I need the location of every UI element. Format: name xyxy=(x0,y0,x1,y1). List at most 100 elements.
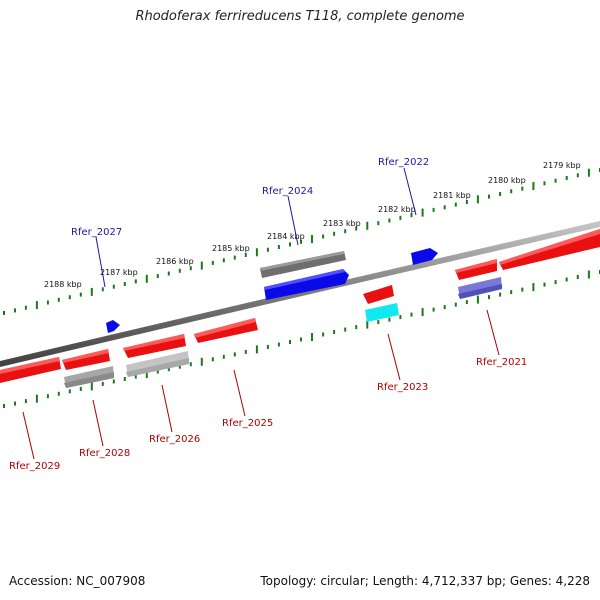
gene-rfer-2026-lightgrey[interactable] xyxy=(126,351,189,377)
inner-minor-tick xyxy=(499,292,502,297)
inner-minor-tick xyxy=(289,340,291,344)
gene-label-rfer-2029[interactable]: Rfer_2029 xyxy=(9,461,60,472)
outer-minor-tick xyxy=(101,287,104,292)
gene-label-rfer-2026[interactable]: Rfer_2026 xyxy=(149,434,200,445)
inner-minor-tick xyxy=(101,381,104,386)
inner-major-tick xyxy=(476,295,479,304)
gene-rfer-2021-forward[interactable] xyxy=(499,229,600,270)
outer-minor-tick xyxy=(377,221,380,226)
gene-label-rfer-2022[interactable]: Rfer_2022 xyxy=(378,157,429,168)
outer-major-tick xyxy=(311,235,313,244)
inner-minor-tick xyxy=(211,357,214,362)
inner-minor-tick xyxy=(399,315,402,320)
scale-label-2183: 2183 kbp xyxy=(323,219,361,228)
leader-rfer-2025 xyxy=(233,369,246,417)
outer-major-tick xyxy=(532,182,535,190)
gene-rfer-2021-lavender[interactable] xyxy=(458,277,502,299)
scale-label-2185: 2185 kbp xyxy=(212,244,250,253)
outer-minor-tick xyxy=(24,305,27,310)
outer-minor-tick xyxy=(233,255,236,260)
outer-minor-tick xyxy=(399,215,402,220)
outer-major-tick xyxy=(90,287,93,296)
gene-rfer-2023-forward[interactable] xyxy=(363,285,394,304)
inner-minor-tick xyxy=(68,389,71,394)
gene-label-rfer-2025[interactable]: Rfer_2025 xyxy=(222,418,273,429)
inner-minor-tick xyxy=(454,302,457,307)
outer-minor-tick xyxy=(3,311,5,315)
outer-minor-tick xyxy=(277,245,280,249)
inner-major-tick xyxy=(90,382,93,391)
leader-rfer-2021 xyxy=(486,309,500,356)
outer-minor-tick xyxy=(576,173,579,178)
inner-minor-tick xyxy=(322,332,325,337)
inner-major-tick xyxy=(145,370,148,379)
inner-minor-tick xyxy=(3,404,5,408)
outer-minor-tick xyxy=(554,178,557,183)
inner-minor-tick xyxy=(277,342,280,347)
inner-minor-tick xyxy=(576,275,579,279)
outer-minor-tick xyxy=(112,284,115,289)
inner-minor-tick xyxy=(388,317,391,322)
outer-minor-tick xyxy=(14,308,16,313)
leader-rfer-2022 xyxy=(403,167,417,216)
outer-minor-tick xyxy=(289,242,291,247)
scale-label-2182: 2182 kbp xyxy=(378,205,416,214)
gene-rfer-2026-forward[interactable] xyxy=(123,334,186,358)
inner-major-tick xyxy=(200,357,203,366)
gene-label-rfer-2023[interactable]: Rfer_2023 xyxy=(377,382,428,393)
outer-major-tick xyxy=(145,274,148,283)
leader-rfer-2027 xyxy=(95,236,106,288)
inner-minor-tick xyxy=(178,364,181,369)
gene-label-rfer-2027[interactable]: Rfer_2027 xyxy=(71,227,122,238)
inner-minor-tick xyxy=(344,327,347,332)
inner-minor-tick xyxy=(167,367,170,372)
gene-label-rfer-2024[interactable]: Rfer_2024 xyxy=(262,186,313,197)
outer-minor-tick xyxy=(167,271,170,276)
inner-minor-tick xyxy=(57,391,60,396)
genome-summary-text: Topology: circular; Length: 4,712,337 bp… xyxy=(260,574,590,588)
inner-major-tick xyxy=(255,345,258,354)
inner-minor-tick xyxy=(510,290,513,295)
inner-minor-tick xyxy=(355,325,358,330)
inner-minor-tick xyxy=(222,354,225,359)
scale-label-2188: 2188 kbp xyxy=(44,280,82,289)
outer-minor-tick xyxy=(510,189,513,194)
leader-rfer-2028 xyxy=(92,399,104,447)
map-title: Rhodoferax ferrireducens T118, complete … xyxy=(135,9,465,24)
gene-rfer-2025[interactable] xyxy=(194,318,258,343)
scale-label-2181: 2181 kbp xyxy=(433,191,471,200)
inner-major-tick xyxy=(311,333,313,341)
inner-minor-tick xyxy=(112,379,115,384)
inner-minor-tick xyxy=(432,307,435,312)
outer-major-tick xyxy=(421,208,424,217)
inner-minor-tick xyxy=(46,394,49,399)
outer-minor-tick xyxy=(222,258,225,263)
gene-rfer-2027[interactable] xyxy=(106,320,120,333)
outer-minor-tick xyxy=(565,176,568,180)
outer-minor-tick xyxy=(57,297,60,302)
inner-major-tick xyxy=(366,320,369,329)
genome-backbone xyxy=(0,221,600,367)
outer-major-tick xyxy=(255,248,258,257)
inner-minor-tick xyxy=(266,344,269,349)
inner-minor-tick xyxy=(14,401,16,406)
gene-forward-455[interactable] xyxy=(455,259,497,280)
inner-minor-tick xyxy=(156,369,159,374)
gene-label-rfer-2028[interactable]: Rfer_2028 xyxy=(79,448,130,459)
scale-label-2184: 2184 kbp xyxy=(267,232,305,241)
gene-rfer-2028-grey[interactable] xyxy=(64,366,114,388)
outer-minor-tick xyxy=(322,234,325,239)
gene-rfer-2024-blue[interactable] xyxy=(264,269,349,300)
gene-rfer-2023-cyan[interactable] xyxy=(365,303,399,322)
gene-label-rfer-2021[interactable]: Rfer_2021 xyxy=(476,357,527,368)
inner-minor-tick xyxy=(521,287,524,292)
gene-rfer-2028-forward[interactable] xyxy=(62,349,110,370)
gene-rfer-2022[interactable] xyxy=(411,248,438,265)
outer-minor-tick xyxy=(543,181,546,186)
inner-minor-tick xyxy=(565,277,568,282)
inner-minor-tick xyxy=(465,300,468,305)
scale-label-2186: 2186 kbp xyxy=(156,257,194,266)
outer-scale-ticks xyxy=(3,168,600,315)
gene-rfer-2029-forward[interactable] xyxy=(0,357,61,383)
